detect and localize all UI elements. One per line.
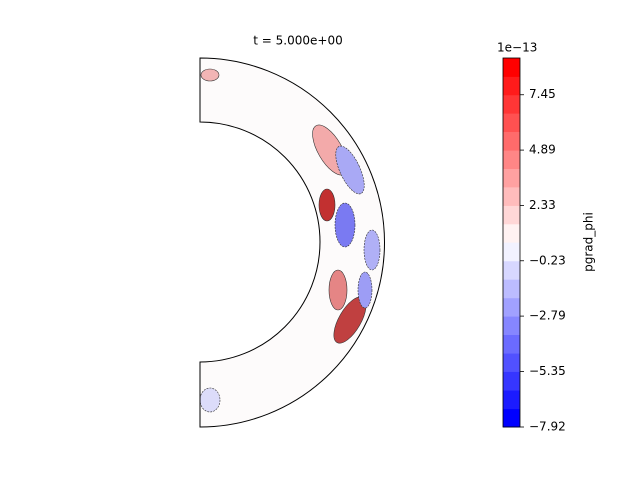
y-tick-label: −0.23	[529, 253, 566, 267]
contour-blob	[200, 68, 220, 82]
colorbar-band	[503, 242, 520, 262]
colorbar-band	[503, 76, 520, 96]
annulus-fill	[200, 58, 385, 427]
colorbar-band	[503, 371, 520, 391]
y-tick-label: 4.89	[529, 143, 556, 157]
contour-blob	[363, 229, 381, 271]
colorbar-band	[503, 94, 520, 114]
colorbar-band	[503, 279, 520, 299]
contour-blob	[199, 387, 221, 413]
y-tick-label: −2.79	[529, 309, 566, 323]
colorbar-band	[503, 223, 520, 243]
colorbar-band	[503, 334, 520, 354]
contour-blob	[357, 271, 373, 309]
y-tick-label: −5.35	[529, 364, 566, 378]
colorbar-band	[503, 390, 520, 410]
colorbar-band	[503, 131, 520, 151]
colorbar-band	[503, 353, 520, 372]
colorbar-band	[503, 260, 520, 280]
contour-blob	[318, 188, 336, 222]
colorbar-band	[503, 150, 520, 169]
colorbar-band	[503, 113, 520, 132]
colorbar-band	[503, 186, 520, 206]
colorbar-offset: 1e−13	[497, 41, 537, 55]
colorbar-band	[503, 316, 520, 335]
contour-blob	[334, 202, 356, 248]
annulus-outline	[199, 57, 385, 428]
y-tick-label: 7.45	[529, 87, 556, 101]
field	[199, 57, 385, 428]
y-tick-label: 2.33	[529, 198, 556, 212]
contour-blob	[335, 145, 365, 195]
y-tick-label: −7.92	[529, 420, 566, 434]
contour-blob	[328, 269, 348, 311]
colorbar-band	[503, 408, 520, 428]
colorbar-frame	[502, 57, 521, 428]
colorbar-band	[503, 58, 520, 77]
colorbar-band	[503, 205, 520, 225]
colorbar-band	[503, 168, 520, 188]
chart-title: t = 5.000e+00	[253, 34, 342, 48]
colorbar-label: pgrad_phi	[582, 212, 596, 272]
colorbar-band	[503, 297, 520, 317]
